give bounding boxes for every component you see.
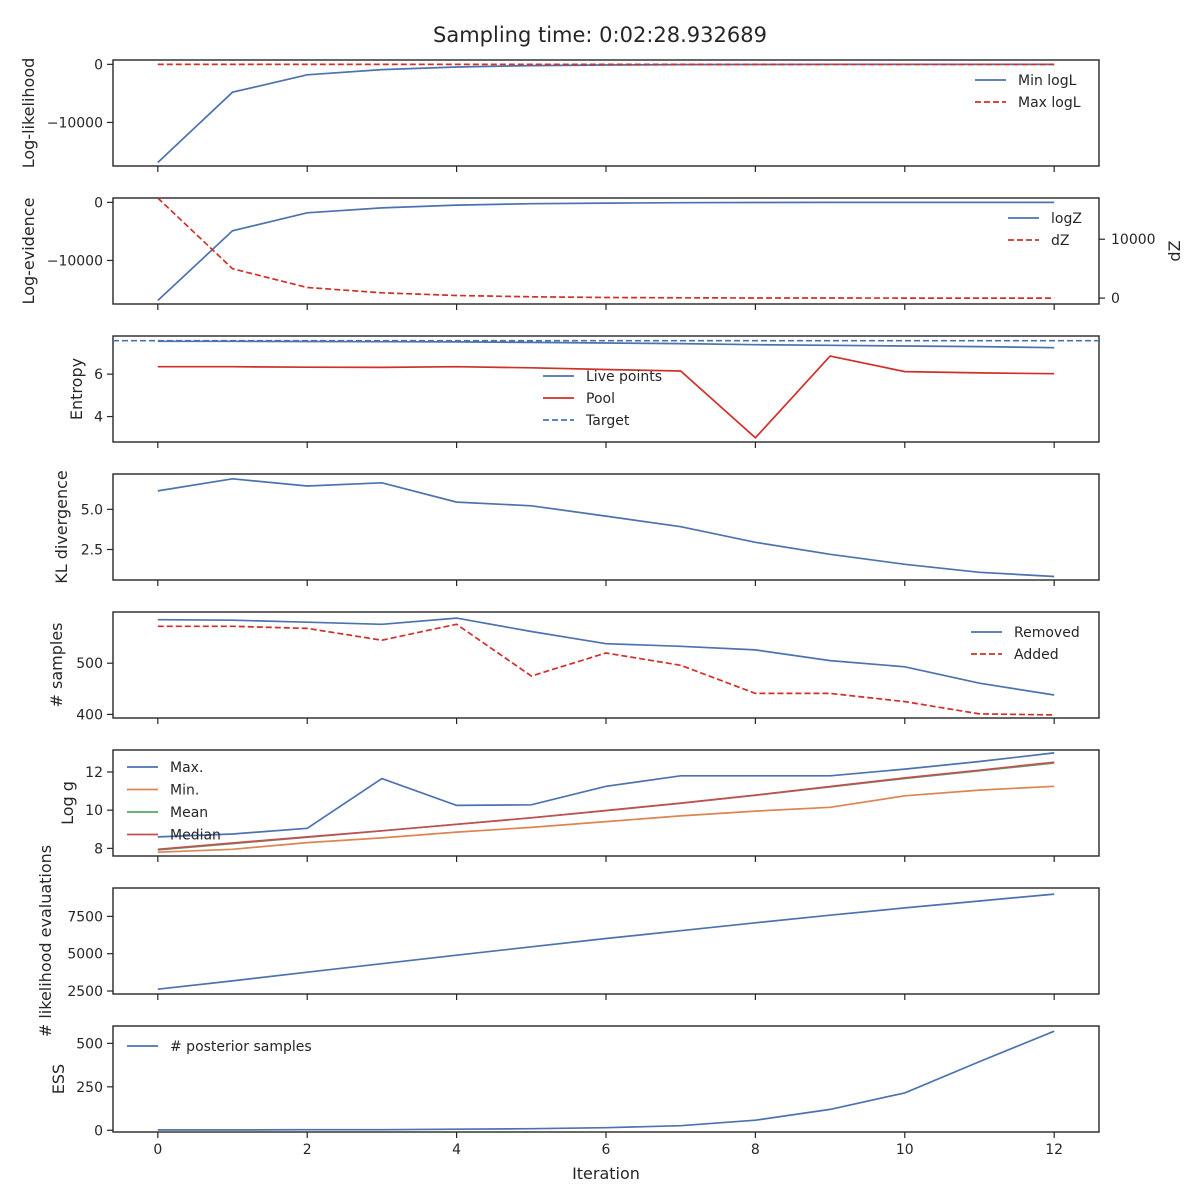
x-axis-label: Iteration [572,1164,640,1183]
y-axis-label: Log-evidence [19,198,38,305]
y-tick-label: 4 [94,410,103,426]
y-tick-label: 500 [76,656,103,672]
x-tick-label: 0 [153,1142,162,1158]
y2-axis-label: dZ [1165,240,1184,261]
y-axis-label: Log g [58,781,77,825]
panel-8: 0 2 4 6 8 10 12 0 250 500 ESS # posterior samples [49,1025,1100,1158]
y-tick-label: 2.5 [81,542,103,558]
legend-label: Removed [1014,625,1080,641]
legend-label: Max logL [1018,95,1081,111]
y-tick-label: 400 [76,707,103,723]
axes-frame [112,473,1100,581]
legend: Removed Added [971,625,1080,663]
series-group [157,617,1055,716]
x-tick-label: 8 [751,1142,760,1158]
y-tick-label: 250 [76,1080,103,1096]
y-axis-label: ESS [49,1064,68,1094]
panel-7: 2500 5000 7500 # likelihood evaluations [36,845,1100,1037]
series-line-removed [157,617,1055,696]
legend: Live points Pool Target [543,369,662,429]
legend-label: Live points [586,369,662,385]
y-tick-label: −10000 [47,115,103,131]
series-group [157,477,1055,578]
legend-label: Max. [170,760,203,776]
legend-label: Mean [170,805,208,821]
legend-label: Min. [170,783,199,799]
legend-label: # posterior samples [170,1039,312,1055]
panel-3: 4 6 Entropy Live points Pool Target [67,335,1100,448]
y-tick-label: −10000 [47,253,103,269]
legend: Max. Min. Mean Median [127,760,221,844]
series-group [157,63,1055,164]
panels: 0 −10000 Log-likelihood Min logL Max logL 0 −1… [19,57,1184,1158]
series-line-dz [157,198,1055,299]
x-tick-label: 10 [896,1142,914,1158]
y2-tick-label: 10000 [1111,232,1156,248]
series-line-max [157,752,1055,838]
panel-6: 8 10 12 Log g Max. Min. Mean Median [58,749,1100,862]
legend: logZ dZ [1008,211,1082,249]
series-group [157,198,1055,302]
series-line-logz [157,201,1055,302]
legend-label: logZ [1051,211,1082,227]
y-tick-label: 0 [94,1123,103,1139]
legend-label: Added [1014,647,1059,663]
legend: # posterior samples [127,1039,312,1055]
y-tick-label: 12 [85,765,103,781]
y-axis-label: KL divergence [52,470,71,583]
y-tick-label: 2500 [67,984,103,1000]
x-tick-label: 12 [1045,1142,1063,1158]
axes-frame [112,59,1100,167]
legend-label: dZ [1051,233,1069,249]
series-line-min-logl [157,63,1055,164]
y-axis-label: # likelihood evaluations [36,845,55,1037]
legend-label: Median [170,828,221,844]
series-line-min [157,785,1055,854]
series-group [113,339,1099,439]
figure-title: Sampling time: 0:02:28.932689 [433,23,767,47]
y-axis-label: Log-likelihood [19,58,38,169]
legend-label: Pool [586,391,615,407]
y-tick-label: 0 [94,57,103,73]
series-group [157,893,1055,991]
series-line-live-points [157,340,1055,349]
x-tick-label: 4 [452,1142,461,1158]
y-axis-label: # samples [47,623,66,708]
y-tick-label: 7500 [67,909,103,925]
series-line [157,893,1055,991]
legend-label: Min logL [1018,73,1077,89]
panel-2: 0 −10000 Log-evidence 0 10000 dZ logZ dZ [19,195,1184,310]
legend: Min logL Max logL [975,73,1081,111]
panel-1: 0 −10000 Log-likelihood Min logL Max logL [19,57,1100,172]
series-line-pool [157,355,1055,439]
panel-4: 2.5 5.0 KL divergence [52,470,1100,586]
series-line [157,477,1055,578]
axes-frame [112,197,1100,305]
series-line-median [157,761,1055,851]
panel-5: 400 500 # samples Removed Added [47,611,1100,724]
series-line-added [157,623,1055,716]
y-tick-label: 6 [94,367,103,383]
x-tick-label: 2 [303,1142,312,1158]
series-group [157,1030,1055,1131]
y-tick-label: 8 [94,841,103,857]
legend-label: Target [585,413,630,429]
y-tick-label: 10 [85,803,103,819]
x-tick-label: 6 [602,1142,611,1158]
y-tick-label: 500 [76,1036,103,1052]
y-tick-label: 5.0 [81,502,103,518]
y-tick-label: 0 [94,195,103,211]
y2-tick-label: 0 [1111,291,1120,307]
y-axis-label: Entropy [67,358,86,420]
series-group [157,752,1055,854]
series-line-posterior-samples [157,1030,1055,1131]
y-tick-label: 5000 [67,947,103,963]
